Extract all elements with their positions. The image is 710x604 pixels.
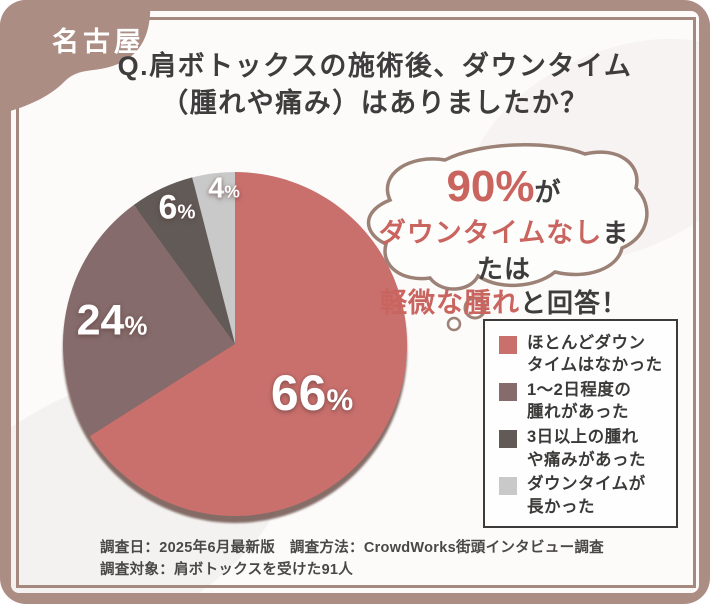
legend-label-line: 3日以上の腫れ: [527, 428, 639, 447]
bubble-text-red: 軽微な腫れ: [379, 288, 520, 319]
legend-label: ダウンタイムが 長かった: [527, 473, 646, 518]
corner-blob: [0, 0, 151, 114]
city-badge: 名古屋: [52, 27, 145, 57]
survey-date-method: 調査日：2025年6月最新版 調査方法：CrowdWorks街頭インタビュー調査: [100, 540, 604, 556]
pie-slice-label-6: 6%: [158, 189, 195, 228]
bubble-text: 90%が ダウンタイムなしまたは 軽微な腫れと回答！: [368, 158, 640, 322]
bubble-line-2: ダウンタイムなしまたは: [368, 216, 640, 286]
page-title: Q.肩ボトックスの施術後、ダウンタイム （腫れや痛み）はありましたか？: [85, 48, 665, 123]
pie-value: 6: [158, 188, 178, 227]
pie-slice-1: [63, 204, 236, 437]
legend-label-line: 1〜2日程度の: [527, 381, 632, 400]
legend-label: 3日以上の腫れ や痛みがあった: [527, 426, 646, 471]
title-line-1: Q.肩ボトックスの施術後、ダウンタイム: [117, 51, 633, 81]
bubble-tail-circle-small: [446, 316, 462, 332]
pie-chart: [63, 172, 408, 516]
legend-label-line: や痛みがあった: [527, 450, 646, 469]
bubble-text-dark: または: [476, 218, 630, 284]
survey-target: 調査対象：肩ボトックスを受けた91人: [100, 562, 354, 579]
thought-bubble: [366, 143, 649, 332]
pie-chart-area: [55, 164, 415, 524]
legend-swatch-red: [499, 336, 517, 354]
pie-value: 66: [270, 365, 327, 421]
legend-item-0: ほとんどダウン タイムはなかった: [497, 332, 668, 377]
bubble-text-dark: が: [534, 177, 562, 207]
pie-slice-3: [192, 172, 235, 344]
legend-label-line: ダウンタイムが: [527, 475, 646, 494]
bubble-line-1: 90%が: [368, 158, 640, 216]
legend-label-line: 長かった: [527, 497, 595, 516]
pie-value: 4: [208, 172, 225, 205]
pie-slice-label-24: 24%: [77, 297, 148, 346]
pie-slice-label-66: 66%: [271, 364, 353, 422]
legend-swatch-mauve: [499, 383, 517, 402]
legend-item-1: 1〜2日程度の 腫れがあった: [497, 379, 668, 424]
chart-legend: ほとんどダウン タイムはなかった 1〜2日程度の 腫れがあった 3日以上の腫れ や痛み…: [483, 319, 678, 528]
pie-slice-label-4: 4%: [208, 173, 240, 206]
bubble-tail-circle-large: [463, 296, 487, 320]
percent-sign: %: [326, 384, 354, 417]
bubble-line-3: 軽微な腫れと回答！: [368, 286, 640, 322]
bubble-cloud: [366, 143, 649, 291]
percent-sign: %: [177, 201, 196, 224]
bubble-text-dark: と回答！: [519, 288, 628, 319]
legend-label: ほとんどダウン タイムはなかった: [527, 332, 663, 377]
survey-source-note: 調査日：2025年6月最新版 調査方法：CrowdWorks街頭インタビュー調査…: [100, 537, 604, 582]
highlight-percent: 90%: [446, 162, 535, 211]
legend-label-line: 腫れがあった: [527, 403, 629, 422]
pie-slice-2: [133, 177, 235, 344]
pie-slice-0: [89, 172, 408, 516]
pie-value: 24: [76, 296, 125, 345]
percent-sign: %: [124, 312, 148, 341]
legend-item-3: ダウンタイムが 長かった: [497, 473, 668, 518]
legend-swatch-darkgray: [499, 430, 517, 449]
bubble-text-red: ダウンタイムなし: [378, 218, 603, 249]
percent-sign: %: [224, 181, 240, 202]
title-line-2: （腫れや痛み）はありましたか？: [161, 88, 589, 119]
legend-label-line: ほとんどダウン: [527, 334, 646, 352]
legend-swatch-lightgray: [499, 477, 517, 496]
legend-item-2: 3日以上の腫れ や痛みがあった: [497, 426, 668, 471]
legend-label-line: タイムはなかった: [527, 356, 663, 375]
legend-label: 1〜2日程度の 腫れがあった: [527, 379, 631, 424]
